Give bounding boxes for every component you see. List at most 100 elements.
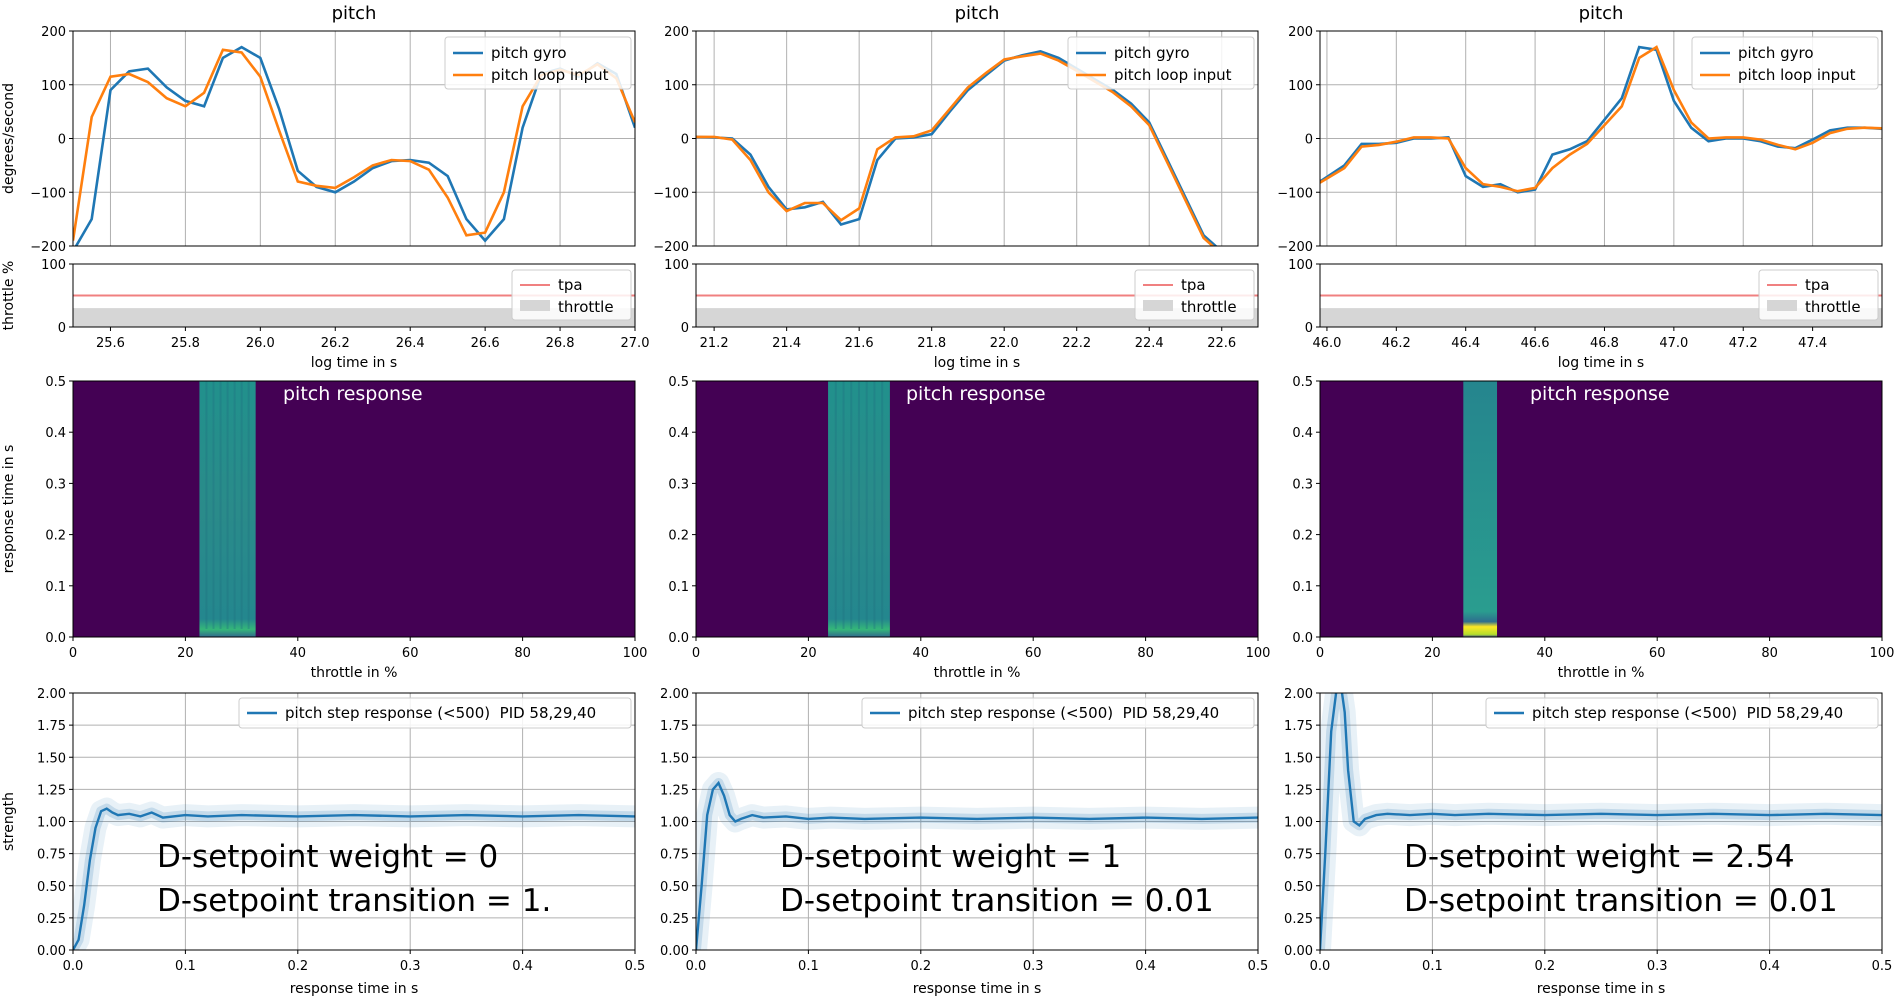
y-tick-label: 0.00 [37,944,66,959]
y-axis-label: response time in s [1,445,17,574]
y-tick-label: 1.25 [1284,783,1313,798]
series-group [1320,693,1882,950]
x-axis-label: log time in s [1558,355,1644,371]
y-tick-label: 0.25 [37,912,66,927]
legend-label-loop: pitch loop input [1738,66,1856,84]
x-tick-label: 60 [1025,646,1042,661]
x-tick-label: 0.0 [686,959,707,974]
x-tick-label: 0.5 [1872,959,1893,974]
x-tick-label: 20 [177,646,194,661]
series-group [73,797,635,950]
heatmap-title: pitch response [283,383,423,405]
annotation-transition: D-setpoint transition = 0.01 [1404,883,1838,919]
y-tick-label: 0 [681,321,689,336]
series-line-pitch-loop-input [696,52,1215,246]
y-tick-label: 0.1 [1292,580,1313,595]
heatmap-plot-1: pitch response 0 20 40 60 80 100 0.5 0.4 0.3 0.2 0.… [1,375,647,681]
y-tick-label: 0.5 [1292,375,1313,390]
axes-frame [1319,30,1883,247]
y-tick-label: 0.0 [668,631,689,646]
annotation-transition: D-setpoint transition = 1. [157,883,551,919]
legend-label-gyro: pitch gyro [1114,44,1190,62]
x-tick-label: 0.4 [1759,959,1780,974]
heatmap-plot-2: pitch response 0 20 40 60 80 100 0.5 0.4 0.3 0.2 0.… [668,375,1270,681]
x-tick-label: 0 [1316,646,1324,661]
x-axis-label: throttle in % [934,665,1021,681]
y-tick-label: 0 [681,133,689,148]
y-tick-label: 0 [58,133,66,148]
x-tick-label: 80 [1137,646,1154,661]
y-tick-label: 0.75 [660,848,689,863]
x-tick-label: 0.2 [910,959,931,974]
x-tick-label: 80 [1761,646,1778,661]
legend-swatch-throttle [1143,300,1173,311]
y-axis-label: strength [1,792,17,851]
legend-box [861,697,1255,729]
step-response-line [73,807,635,950]
response-band [828,381,890,637]
x-tick-label: 25.6 [96,336,125,351]
x-tick-label: 0.4 [512,959,533,974]
legend-swatch-throttle [1767,300,1797,311]
legend-label-gyro: pitch gyro [491,44,567,62]
x-tick-label: 47.0 [1659,336,1688,351]
x-tick-label: 26.4 [396,336,425,351]
legend-label: pitch step response (<500) PID 58,29,40 [1532,704,1843,722]
y-tick-label: 0.4 [1292,426,1313,441]
y-tick-label: 100 [1288,79,1313,94]
throttle-area [1320,308,1882,327]
x-tick-label: 47.4 [1798,336,1827,351]
y-tick-label: 0.25 [660,912,689,927]
x-tick-label: 60 [1649,646,1666,661]
y-tick-label: 1.50 [1284,751,1313,766]
throttle-plot-2: 100 0 21.2 21.4 21.6 21.8 22.0 22.2 22.4 22.6 log … [664,258,1258,371]
heatmap-background [73,381,635,637]
step-plot-3: 0.0 0.1 0.2 0.3 0.4 0.5 2.00 1.75 1.50 1.25 1.00 0.… [1284,687,1893,997]
y-tick-label: 1.75 [1284,719,1313,734]
y-tick-label: 0.1 [45,580,66,595]
legend-label-loop: pitch loop input [1114,66,1232,84]
legend-label-throttle: throttle [1805,298,1861,316]
heatmap-title: pitch response [906,383,1046,405]
x-tick-label: 0.2 [1534,959,1555,974]
x-tick-label: 46.0 [1312,336,1341,351]
step-plot-1: 0.0 0.1 0.2 0.3 0.4 0.5 2.00 1.75 1.50 1.25 1.00 0.… [1,687,645,997]
x-tick-label: 100 [623,646,648,661]
y-tick-label: 100 [664,258,689,273]
heatmap-background [1320,381,1882,637]
y-tick-label: 0 [58,321,66,336]
x-tick-label: 21.4 [772,336,801,351]
axes-frame [695,692,1259,951]
throttle-area [73,308,635,327]
x-tick-label: 0.4 [1135,959,1156,974]
y-tick-label: 1.00 [1284,816,1313,831]
x-tick-label: 26.2 [321,336,350,351]
y-tick-label: 0.25 [1284,912,1313,927]
y-tick-label: 1.50 [660,751,689,766]
legend-label-throttle: throttle [558,298,614,316]
y-tick-label: 100 [41,258,66,273]
x-tick-label: 21.2 [700,336,729,351]
y-tick-label: 1.00 [660,816,689,831]
response-band [199,381,256,637]
y-tick-label: 0.00 [660,944,689,959]
y-tick-label: 1.50 [37,751,66,766]
x-tick-label: 40 [290,646,307,661]
x-tick-label: 46.6 [1521,336,1550,351]
legend-label: pitch step response (<500) PID 58,29,40 [285,704,596,722]
series-group [1320,45,1882,194]
y-tick-label: 0.2 [668,529,689,544]
step-plot-2: 0.0 0.1 0.2 0.3 0.4 0.5 2.00 1.75 1.50 1.25 1.00 0.… [660,687,1268,997]
y-tick-label: 0.5 [45,375,66,390]
throttle-area [696,308,1258,327]
y-tick-label: 0 [1305,133,1313,148]
y-tick-label: −200 [30,240,66,255]
axes-frame [695,30,1259,247]
y-tick-label: 100 [1288,258,1313,273]
y-tick-label: 0 [1305,321,1313,336]
y-tick-label: 0.4 [45,426,66,441]
axes-frame [1319,692,1883,951]
x-tick-label: 46.2 [1382,336,1411,351]
x-tick-label: 22.0 [990,336,1019,351]
x-tick-label: 0.1 [175,959,196,974]
